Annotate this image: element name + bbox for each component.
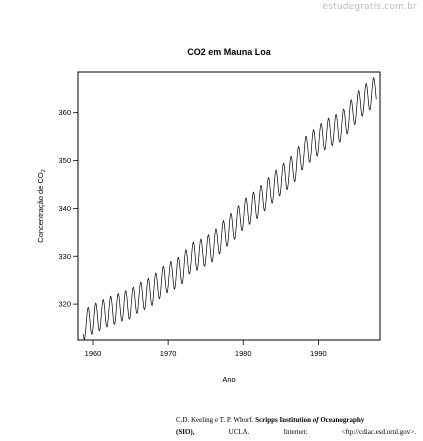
x-tick-label: 1980: [235, 349, 252, 358]
plot-frame: [77, 71, 381, 341]
y-axis-label: Concentração de CO2: [36, 169, 47, 243]
credit-line-2: (SIO), UCLA. Internet: <ftp://cdiac.esd.orn…: [176, 428, 416, 436]
y-tick-label: 360: [58, 108, 71, 117]
chart-title: CO2 em Mauna Loa: [187, 47, 272, 57]
x-tick-label: 1970: [160, 349, 177, 358]
y-tick-label: 320: [58, 300, 71, 309]
y-tick-label: 330: [58, 252, 71, 261]
co2-series-line: [82, 77, 377, 340]
x-tick-label: 1960: [85, 349, 102, 358]
watermark-text: estudegratis.com.br: [322, 2, 417, 12]
x-tick-label: 1990: [310, 349, 327, 358]
y-tick-label: 350: [58, 156, 71, 165]
credit-line-1: C.D. Keeling e T. P. Whorf. Scripps Inst…: [176, 416, 365, 424]
source-credit: C.D. Keeling e T. P. Whorf. Scripps Inst…: [176, 414, 416, 438]
x-axis-label: Ano: [222, 375, 235, 384]
y-tick-label: 340: [58, 204, 71, 213]
